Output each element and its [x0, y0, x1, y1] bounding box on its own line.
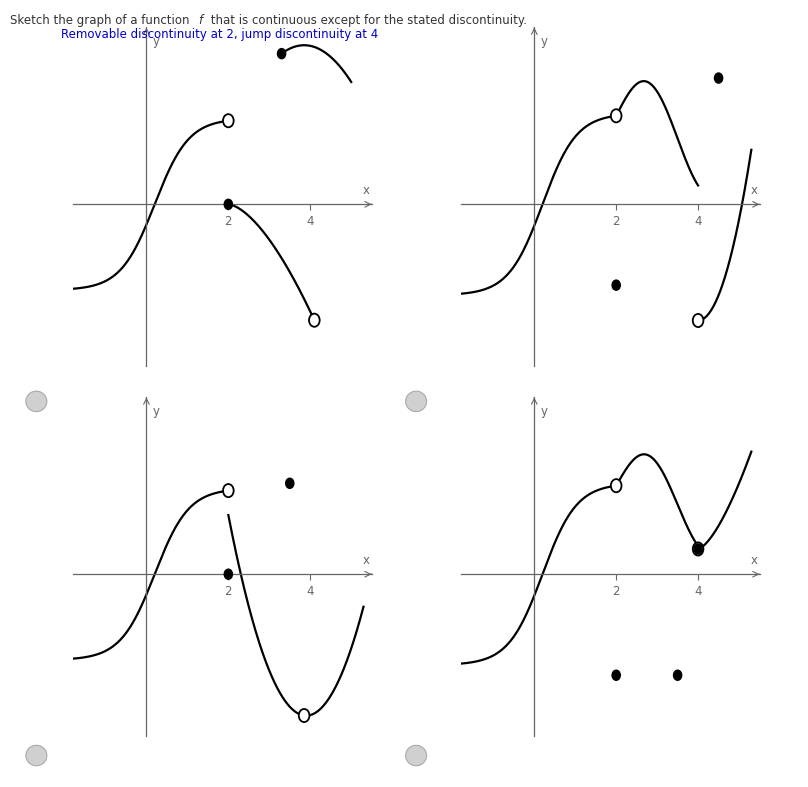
Text: y: y	[153, 405, 159, 418]
Text: Sketch the graph of a function: Sketch the graph of a function	[10, 14, 193, 28]
Text: x: x	[363, 553, 369, 567]
Circle shape	[225, 569, 233, 579]
Text: that is continuous except for the stated discontinuity.: that is continuous except for the stated…	[207, 14, 527, 28]
Circle shape	[277, 49, 286, 59]
Circle shape	[611, 109, 621, 122]
Circle shape	[694, 544, 702, 554]
Text: y: y	[153, 35, 159, 48]
Circle shape	[674, 671, 682, 680]
Text: x: x	[751, 183, 757, 197]
Circle shape	[612, 280, 621, 290]
Circle shape	[309, 314, 320, 327]
Circle shape	[225, 199, 233, 209]
Text: y: y	[541, 405, 547, 418]
Circle shape	[692, 314, 704, 327]
Circle shape	[612, 671, 621, 680]
Text: y: y	[541, 35, 547, 48]
Text: x: x	[751, 553, 757, 567]
Circle shape	[223, 114, 234, 127]
Circle shape	[714, 73, 722, 83]
Text: Removable discontinuity at 2, jump discontinuity at 4: Removable discontinuity at 2, jump disco…	[61, 28, 378, 42]
Circle shape	[299, 709, 309, 722]
Text: x: x	[363, 183, 369, 197]
Circle shape	[223, 484, 234, 497]
Circle shape	[611, 479, 621, 492]
Circle shape	[286, 478, 294, 489]
Text: f: f	[198, 14, 202, 28]
Circle shape	[692, 542, 704, 556]
